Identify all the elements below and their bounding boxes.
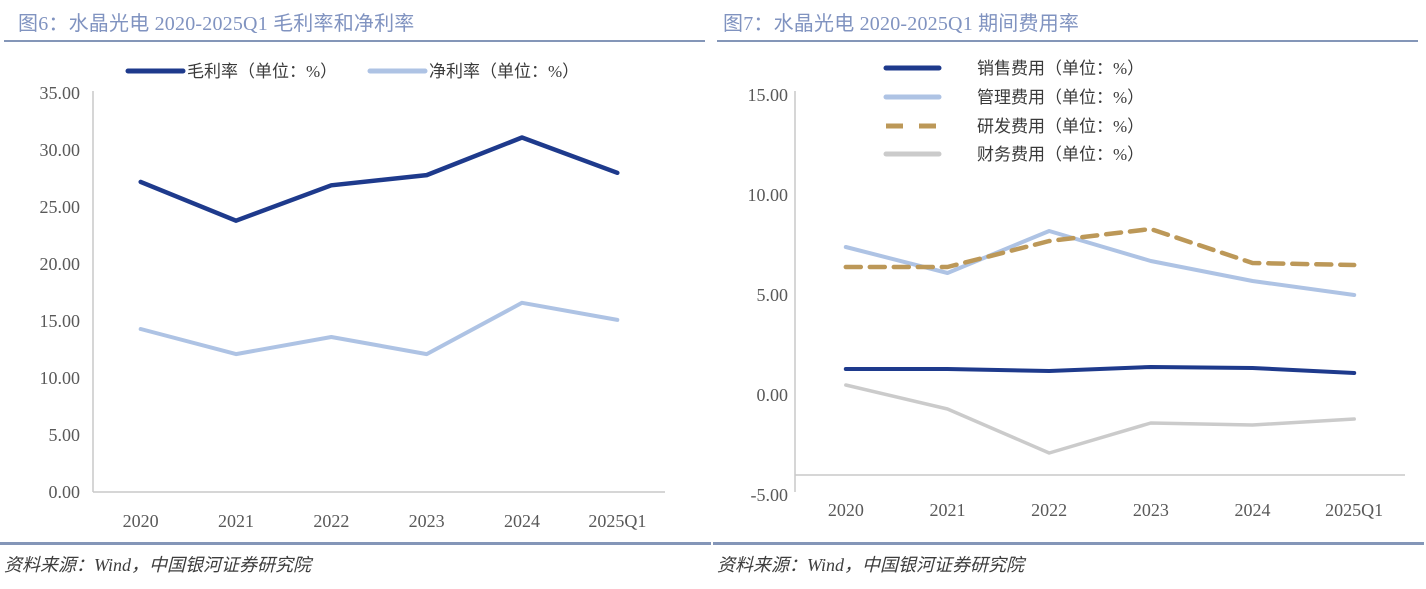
y-axis-tick-label: 5.00 xyxy=(49,425,81,445)
x-axis-category-label: 2024 xyxy=(504,511,540,531)
y-axis-tick-label: 15.00 xyxy=(40,311,81,331)
y-axis-tick-label: 25.00 xyxy=(40,197,81,217)
x-axis-category-label: 2022 xyxy=(1031,500,1067,520)
x-axis-category-label: 2023 xyxy=(1133,500,1169,520)
y-axis-tick-label: 10.00 xyxy=(748,185,789,205)
series-line-0 xyxy=(138,135,620,223)
figure-7-title-rule xyxy=(717,40,1418,42)
figure-6-chart: 0.00 5.00 10.00 15.00 20.00 25.00 30.00 35.00 20… xyxy=(40,62,665,531)
x-axis-category-label: 2020 xyxy=(828,500,864,520)
x-axis-category-label: 2024 xyxy=(1235,500,1271,520)
figure-6-title-rule xyxy=(4,40,705,42)
x-axis-category-label: 2021 xyxy=(218,511,254,531)
figure-6-panel: 图6：水晶光电 2020-2025Q1 毛利率和净利率 0.00 5.00 10.0… xyxy=(0,13,711,575)
y-axis-tick-label: 10.00 xyxy=(40,368,81,388)
figure-7-bottom-rule xyxy=(713,542,1424,545)
y-axis-tick-label: -5.00 xyxy=(751,485,789,505)
series-line-3 xyxy=(844,383,1356,455)
x-axis-category-label: 2025Q1 xyxy=(588,511,646,531)
figure-7-title: 图7：水晶光电 2020-2025Q1 期间费用率 xyxy=(723,13,1080,35)
x-axis-category-label: 2021 xyxy=(930,500,966,520)
y-axis-tick-label: 30.00 xyxy=(40,140,81,160)
y-axis-tick-label: 15.00 xyxy=(748,85,789,105)
series-line-2 xyxy=(843,226,1357,270)
y-axis-tick-label: 5.00 xyxy=(757,285,789,305)
y-axis-tick-label: 20.00 xyxy=(40,254,81,274)
series-line-0 xyxy=(843,365,1357,375)
legend-label-0: 毛利率（单位：%） xyxy=(187,62,337,81)
figure-6-source: 资料来源：Wind，中国银河证券研究院 xyxy=(4,555,312,575)
x-axis-category-label: 2022 xyxy=(313,511,349,531)
figure-7-source: 资料来源：Wind，中国银河证券研究院 xyxy=(717,555,1025,575)
y-axis-tick-label: 35.00 xyxy=(40,83,81,103)
legend-label-2: 研发费用（单位：%） xyxy=(977,117,1144,136)
y-axis-tick-label: 0.00 xyxy=(49,482,81,502)
x-axis-category-label: 2025Q1 xyxy=(1325,500,1383,520)
figure-6-title: 图6：水晶光电 2020-2025Q1 毛利率和净利率 xyxy=(18,13,415,35)
legend-label-3: 财务费用（单位：%） xyxy=(977,145,1144,164)
figure-7-chart: -5.00 0.00 5.00 10.00 15.00 2020 2021 2022 2023 2… xyxy=(748,59,1405,520)
figure-7-panel: 图7：水晶光电 2020-2025Q1 期间费用率 -5.00 0.00 5.00 1… xyxy=(713,0,1426,589)
y-axis-tick-label: 0.00 xyxy=(757,385,789,405)
x-axis-category-label: 2020 xyxy=(123,511,159,531)
figure-6-bottom-rule xyxy=(0,542,711,545)
legend-label-1: 管理费用（单位：%） xyxy=(977,88,1144,107)
x-axis-category-label: 2023 xyxy=(409,511,445,531)
legend-label-0: 销售费用（单位：%） xyxy=(977,59,1144,78)
series-line-1 xyxy=(138,300,620,357)
legend-label-1: 净利率（单位：%） xyxy=(429,62,579,81)
